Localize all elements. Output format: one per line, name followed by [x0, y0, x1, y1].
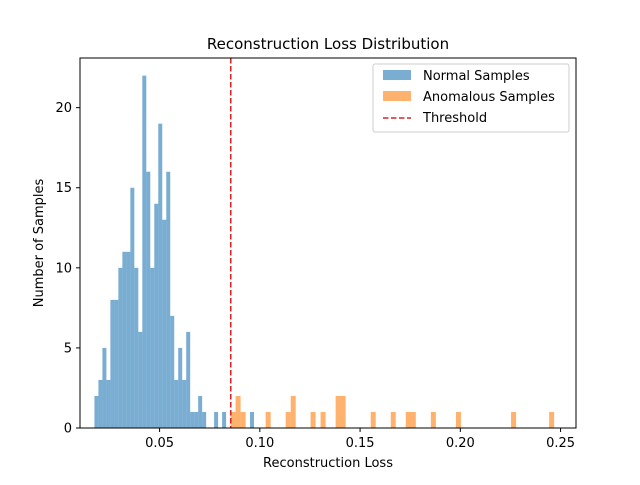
x-axis-label: Reconstruction Loss [263, 456, 393, 471]
normal-bar [214, 411, 219, 428]
anomalous-bar [430, 411, 436, 428]
y-axis-ticks: 0 5 10 15 20 [55, 101, 80, 437]
x-tick-label: 0.15 [346, 436, 375, 451]
chart-title: Reconstruction Loss Distribution [207, 35, 449, 53]
y-tick-label: 0 [64, 422, 72, 437]
normal-bar [222, 411, 227, 428]
x-tick-label: 0.05 [145, 436, 174, 451]
normal-bar [142, 75, 147, 428]
anomalous-bar [230, 411, 236, 428]
legend-swatch-normal [383, 70, 411, 80]
legend-label-anomalous: Anomalous Samples [423, 90, 555, 105]
normal-bar [186, 331, 191, 428]
normal-bar [98, 379, 103, 428]
normal-bar [126, 251, 131, 428]
anomalous-bar [390, 411, 396, 428]
anomalous-bar [310, 411, 316, 428]
normal-bar [150, 267, 155, 428]
normal-bar [114, 299, 119, 428]
bars-layer [94, 75, 555, 429]
anomalous-bar [455, 411, 461, 428]
legend-box [372, 63, 570, 133]
anomalous-bar [290, 395, 296, 428]
legend-label-normal: Normal Samples [423, 69, 530, 84]
anomalous-bar [235, 395, 241, 428]
normal-bar [158, 123, 163, 429]
normal-bar [194, 411, 199, 428]
plot-frame [79, 57, 577, 429]
normal-bar [146, 171, 151, 428]
legend-swatch-anomalous [383, 91, 411, 101]
normal-bar [102, 347, 107, 428]
normal-bar [94, 395, 99, 428]
normal-bar [166, 171, 171, 428]
anomalous-bar [320, 411, 326, 428]
y-tick-label: 15 [55, 181, 72, 196]
y-tick-label: 10 [55, 261, 72, 276]
anomalous-bar [240, 411, 246, 428]
anomalous-bar [511, 411, 517, 428]
normal-bar [250, 411, 255, 428]
normal-bar [198, 395, 203, 428]
normal-bar [182, 379, 187, 428]
normal-bar [170, 315, 175, 428]
normal-bar [134, 267, 139, 428]
x-tick-label: 0.25 [546, 436, 575, 451]
x-tick-label: 0.20 [446, 436, 475, 451]
anomalous-bar [285, 411, 291, 428]
y-tick-label: 20 [55, 101, 72, 116]
normal-bar [202, 411, 207, 428]
anomalous-bar [335, 395, 346, 428]
normal-bar [174, 379, 179, 428]
normal-bar [118, 267, 123, 428]
normal-bar [154, 203, 159, 428]
x-axis-ticks: 0.05 0.10 0.15 0.20 0.25 [145, 428, 575, 451]
normal-bar [130, 187, 135, 428]
legend-label-threshold: Threshold [422, 111, 487, 126]
normal-bar [162, 219, 167, 428]
anomalous-bar [549, 411, 555, 428]
legend: Normal Samples Anomalous Samples Thresho… [372, 63, 570, 133]
y-axis-label: Number of Samples [32, 179, 47, 308]
anomalous-bar [265, 411, 271, 428]
normal-bar [190, 411, 195, 428]
normal-bar [106, 379, 111, 428]
normal-bar [138, 331, 143, 428]
normal-bar [122, 251, 127, 428]
normal-bar [110, 299, 115, 428]
anomalous-bar [370, 411, 376, 428]
y-tick-label: 5 [64, 341, 72, 356]
anomalous-bar [405, 411, 416, 428]
x-tick-label: 0.10 [245, 436, 274, 451]
normal-bar [178, 347, 183, 428]
